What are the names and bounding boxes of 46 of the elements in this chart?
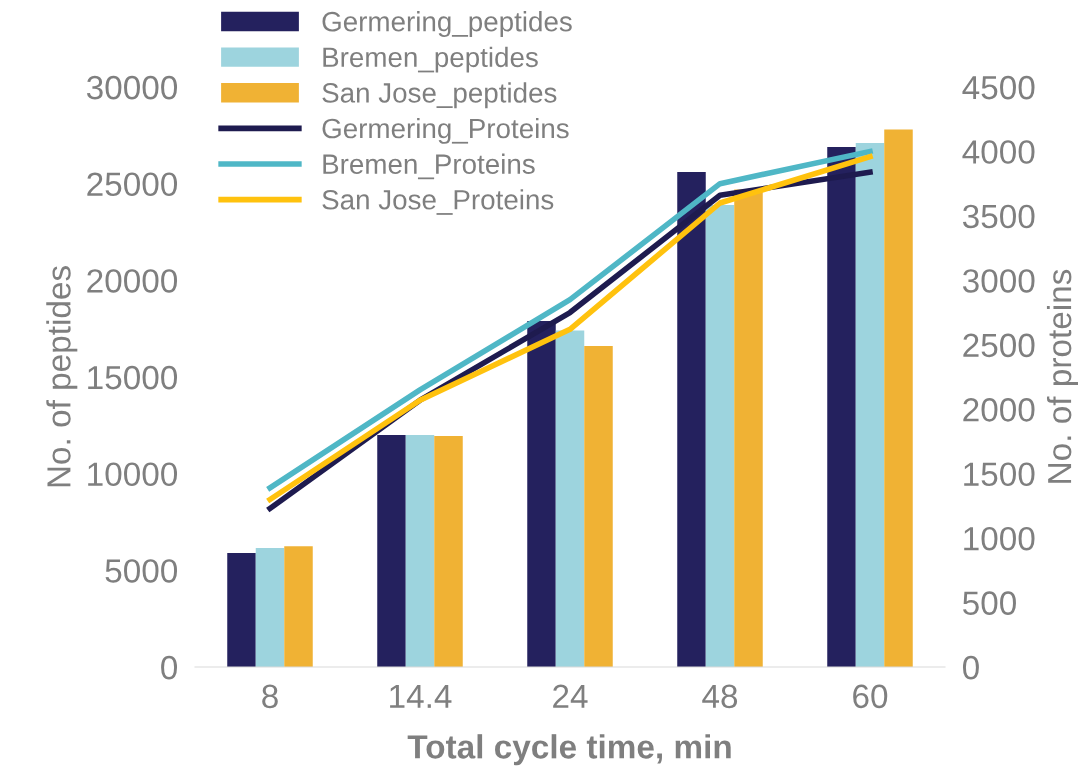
- legend-label: Germering_Proteins: [322, 117, 569, 144]
- bar: [527, 320, 556, 667]
- bar: [677, 172, 706, 667]
- y2-tick-label: 0: [962, 655, 979, 680]
- x-axis-title: Total cycle time, min: [407, 734, 731, 766]
- y-tick-label: 30000: [86, 75, 178, 100]
- y2-tick-label: 3000: [962, 269, 1035, 293]
- y2-axis-title: No. of proteins: [1046, 269, 1078, 483]
- y2-tick-label: 2000: [963, 398, 1035, 422]
- bar: [734, 189, 763, 667]
- y-tick-label: 5000: [105, 559, 178, 583]
- bar: [405, 435, 435, 667]
- x-tick-label: 8: [262, 684, 278, 709]
- y2-tick-label: 1500: [964, 462, 1035, 487]
- x-tick-label: 60: [853, 684, 888, 709]
- bar: [434, 435, 463, 667]
- y-tick-label: 0: [161, 655, 178, 680]
- bar: [584, 346, 613, 667]
- bar: [227, 552, 256, 667]
- bar: [705, 204, 735, 667]
- y2-tick-label: 2500: [963, 333, 1035, 358]
- x-tick-label: 48: [702, 684, 738, 709]
- bar: [827, 146, 856, 667]
- bar: [255, 548, 285, 667]
- bar: [377, 435, 406, 667]
- y-tick-label: 10000: [88, 462, 178, 487]
- y2-tick-label: 500: [963, 591, 1016, 615]
- bar: [555, 330, 585, 667]
- legend-label: Bremen_peptides: [323, 46, 538, 73]
- y2-tick-label: 1000: [964, 526, 1035, 551]
- y2-tick-label: 4000: [962, 140, 1035, 164]
- bar: [884, 129, 913, 667]
- bar: [855, 143, 885, 667]
- legend-label: San Jose_Proteins: [322, 189, 554, 215]
- y2-tick-label: 3500: [962, 204, 1035, 229]
- y-tick-label: 25000: [87, 172, 178, 197]
- y-tick-label: 15000: [88, 365, 178, 390]
- bar: [284, 546, 313, 667]
- y2-tick-label: 4500: [962, 75, 1035, 100]
- y-axis-title: No. of peptides: [46, 266, 78, 487]
- legend-label: Germering_peptides: [322, 11, 572, 38]
- legend-label: Bremen_Proteins: [323, 153, 535, 180]
- legend-label: San Jose_peptides: [322, 82, 557, 109]
- y-tick-label: 20000: [87, 269, 178, 293]
- x-tick-label: 24: [553, 684, 588, 708]
- x-tick-label: 14.4: [390, 684, 452, 708]
